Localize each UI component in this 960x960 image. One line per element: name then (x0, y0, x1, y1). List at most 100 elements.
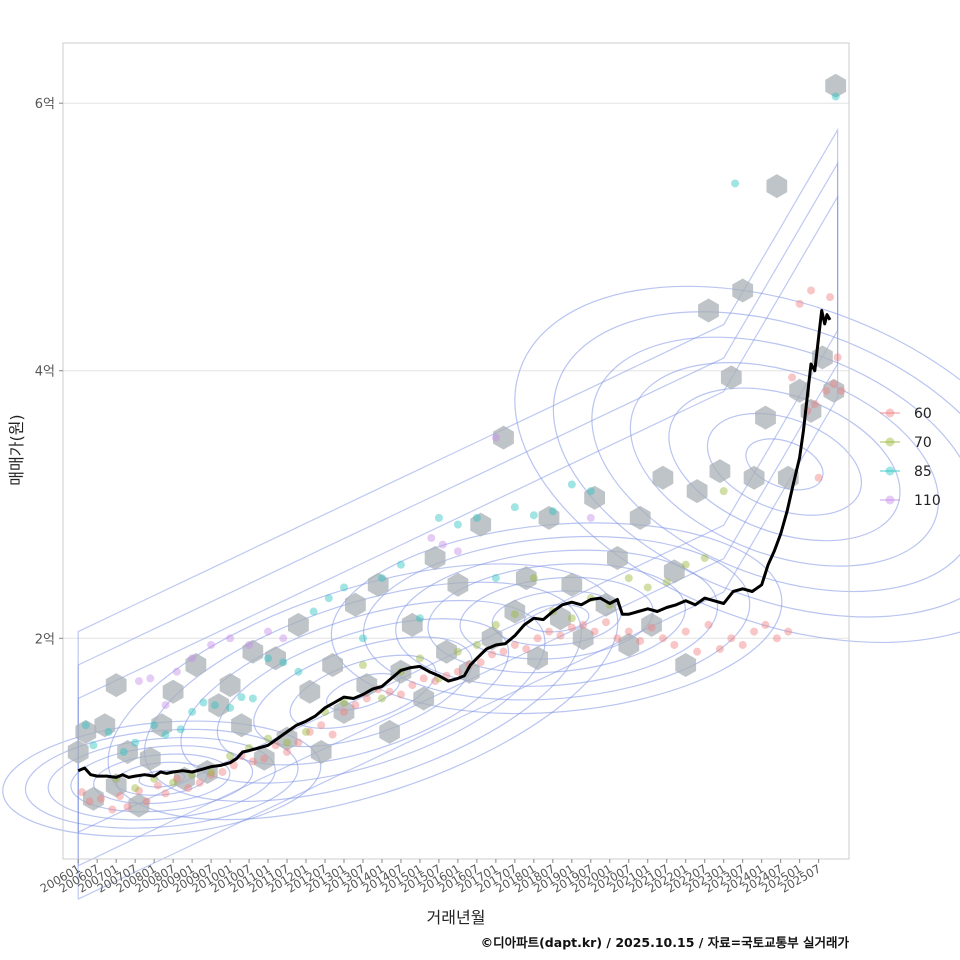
legend-label: 60 (914, 406, 932, 422)
hexbin (709, 459, 731, 484)
hexbin (265, 646, 286, 671)
hexbin (128, 793, 150, 818)
hexbin (242, 639, 264, 664)
data-point-85 (472, 513, 481, 522)
data-point-85 (176, 725, 185, 734)
data-point-85 (831, 92, 840, 101)
data-point-85 (226, 703, 235, 712)
legend-key-dot (885, 408, 895, 418)
hexbin (607, 546, 628, 570)
data-point-60 (260, 754, 269, 763)
data-point-60 (134, 786, 143, 795)
data-point-60 (488, 650, 497, 659)
hexbin (584, 485, 605, 510)
hexbin (83, 786, 104, 811)
hexbin (652, 465, 674, 490)
data-point-70 (264, 734, 273, 743)
data-point-85 (731, 179, 740, 188)
hexbin (825, 73, 847, 98)
legend-key-dot (885, 437, 895, 447)
data-point-85 (586, 487, 595, 496)
data-point-60 (362, 694, 371, 703)
data-point-85 (264, 654, 273, 663)
x-axis-title: 거래년월 (427, 908, 486, 927)
data-point-70 (662, 578, 671, 587)
data-point-85 (210, 701, 219, 710)
data-point-110 (491, 433, 500, 442)
data-point-85 (415, 614, 424, 623)
data-point-60 (317, 721, 326, 730)
source-caption: ©디아파트(dapt.kr) / 2025.10.15 / 자료=국토교통부 실… (481, 935, 850, 950)
data-point-60 (153, 781, 162, 790)
hexbin (276, 726, 298, 751)
data-point-70 (358, 661, 367, 670)
data-point-85 (248, 694, 257, 703)
legend-key-dot (885, 495, 895, 505)
data-point-85 (237, 693, 246, 702)
data-point-70 (491, 620, 500, 629)
data-point-60 (788, 373, 797, 382)
scatter-points (77, 92, 846, 814)
data-point-60 (624, 627, 633, 636)
hexbin (755, 405, 776, 430)
data-point-60 (476, 658, 485, 667)
data-point-85 (548, 507, 557, 516)
density-contour (70, 745, 254, 813)
data-point-60 (499, 647, 508, 656)
data-point-60 (727, 634, 736, 643)
hexbin-layer (67, 73, 847, 818)
data-point-60 (195, 778, 204, 787)
data-point-60 (829, 380, 838, 389)
hexbin (561, 572, 583, 597)
hexbin (424, 546, 446, 570)
data-point-110 (264, 627, 273, 636)
data-point-60 (172, 774, 181, 783)
data-point-60 (271, 741, 280, 750)
hexbin (367, 572, 389, 597)
data-point-85 (567, 480, 576, 489)
hexbin (436, 639, 457, 664)
hexbin (572, 626, 594, 651)
data-point-60 (636, 636, 645, 645)
data-point-60 (283, 747, 292, 756)
hexbin (105, 773, 127, 798)
data-point-70 (700, 554, 709, 563)
data-point-110 (188, 654, 197, 663)
data-point-60 (556, 631, 565, 640)
data-point-85 (81, 721, 90, 730)
data-point-85 (377, 574, 386, 583)
data-point-110 (161, 701, 170, 710)
data-point-85 (510, 503, 519, 512)
data-point-70 (169, 778, 178, 787)
data-point-110 (586, 513, 595, 522)
y-axis-title: 매매가(원) (7, 414, 26, 485)
data-point-85 (89, 741, 98, 750)
legend-key-dot (885, 466, 895, 476)
data-point-60 (784, 627, 793, 636)
data-point-110 (427, 533, 436, 542)
hexbin (493, 425, 514, 450)
data-point-60 (590, 627, 599, 636)
data-point-60 (96, 794, 105, 803)
data-point-60 (431, 677, 440, 686)
legend-label: 110 (914, 493, 941, 509)
data-point-85 (309, 607, 318, 616)
hexbin (401, 612, 423, 637)
hexbin (322, 653, 343, 677)
data-point-70 (453, 647, 462, 656)
data-point-110 (438, 540, 447, 549)
data-point-85 (324, 594, 333, 603)
legend-label: 70 (914, 435, 932, 451)
y-tick-label: 6억 (35, 97, 55, 112)
data-point-60 (837, 386, 846, 395)
data-point-60 (453, 667, 462, 676)
data-point-110 (207, 640, 216, 649)
data-point-60 (328, 730, 337, 739)
data-point-85 (188, 707, 197, 716)
density-contour (552, 311, 960, 618)
data-point-60 (510, 640, 519, 649)
hexbin (515, 566, 537, 591)
data-point-60 (522, 644, 531, 653)
data-point-85 (150, 721, 159, 730)
